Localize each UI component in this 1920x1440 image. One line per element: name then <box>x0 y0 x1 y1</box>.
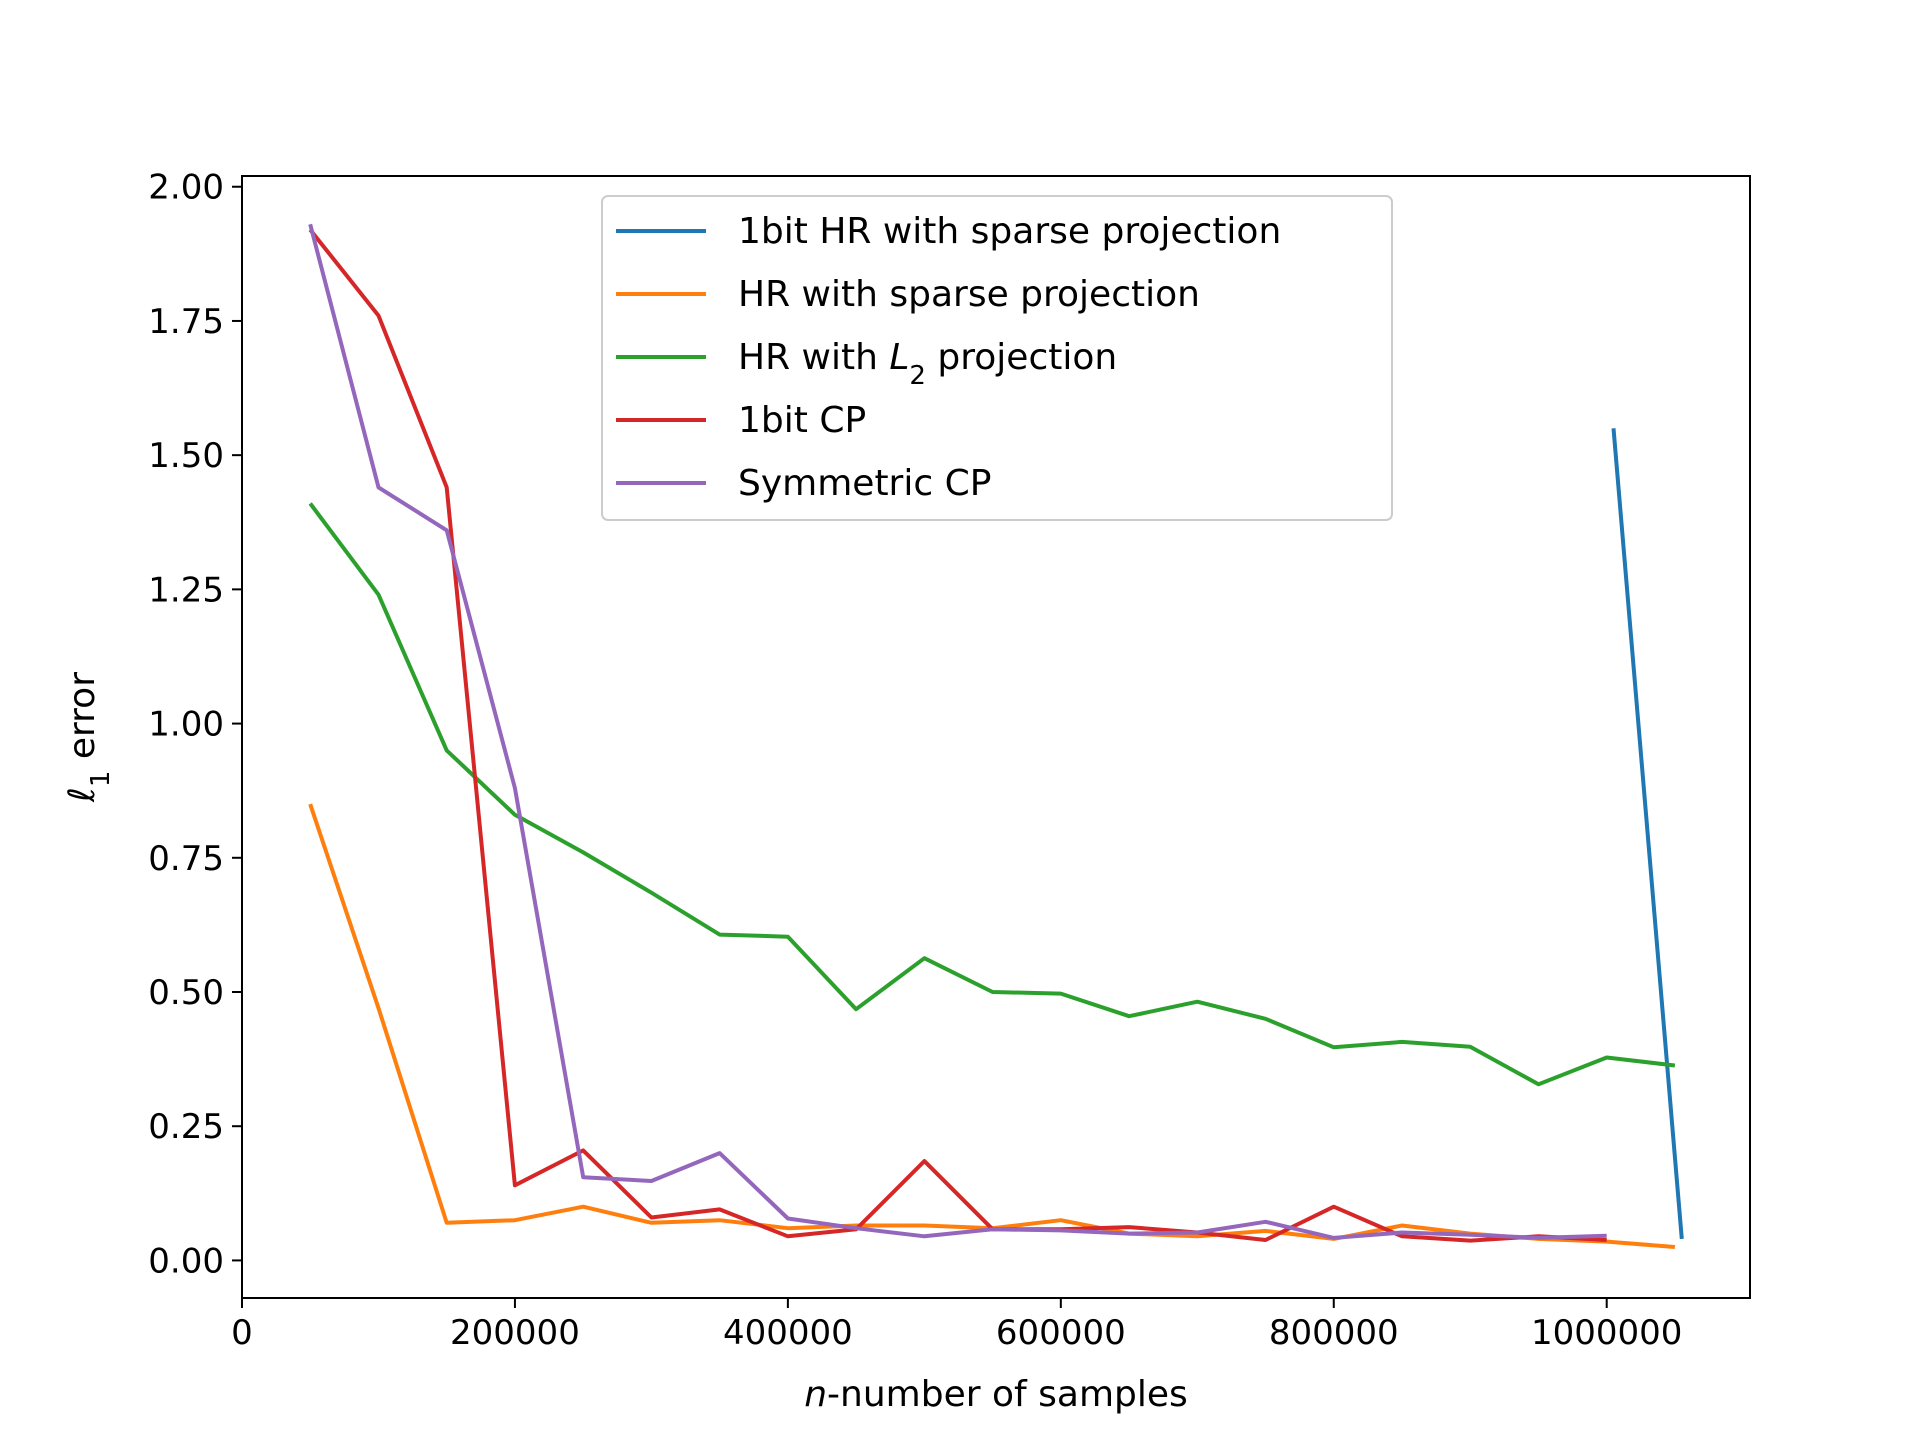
y-tick-label: 1.50 <box>148 436 224 476</box>
y-tick-label: 2.00 <box>148 168 224 208</box>
y-axis-label-text: error <box>62 672 103 771</box>
y-axis-label-sub: 1 <box>86 771 116 788</box>
y-tick-label: 0.50 <box>148 973 224 1013</box>
series-layer <box>308 223 1684 1249</box>
legend-label-hr-l2-var: L <box>889 337 909 378</box>
y-axis-label: ℓ1 error <box>62 672 116 803</box>
y-tick-label: 1.00 <box>148 705 224 745</box>
x-tick-label: 0 <box>231 1313 253 1353</box>
x-tick-label: 1000000 <box>1531 1313 1682 1353</box>
y-axis: 0.00 0.25 0.50 0.75 1.00 1.25 1.50 1.75 2.00 <box>148 168 242 1281</box>
y-axis-label-var: ℓ <box>62 787 103 803</box>
y-tick-label: 1.75 <box>148 302 224 342</box>
legend-label-1bit-hr-sparse: 1bit HR with sparse projection <box>738 211 1281 252</box>
series-line-2 <box>308 502 1676 1087</box>
x-axis-label-text: -number of samples <box>827 1374 1188 1415</box>
legend-label-hr-l2-sub: 2 <box>909 361 926 391</box>
x-tick-label: 800000 <box>1269 1313 1399 1353</box>
legend-label-hr-sparse: HR with sparse projection <box>738 274 1200 315</box>
x-axis-label-var: n <box>804 1374 827 1415</box>
legend-label-symmetric-cp: Symmetric CP <box>738 463 991 504</box>
legend-label-hr-l2: HR with L2 projection <box>738 337 1117 391</box>
y-tick-label: 0.25 <box>148 1107 224 1147</box>
series-line-4 <box>308 223 1607 1240</box>
plot-frame <box>241 175 1751 1299</box>
legend: 1bit HR with sparse projection HR with s… <box>601 195 1393 521</box>
x-axis: 0 200000 400000 600000 800000 1000000 <box>231 1298 1682 1353</box>
y-tick-label: 0.00 <box>148 1241 224 1281</box>
legend-label-1bit-cp: 1bit CP <box>738 400 866 441</box>
series-line-3 <box>308 228 1607 1243</box>
series-line-0 <box>1611 428 1684 1240</box>
x-tick-label: 200000 <box>450 1313 580 1353</box>
x-axis-label: n-number of samples <box>804 1374 1188 1415</box>
legend-label-hr-l2-prefix: HR with <box>738 337 889 378</box>
legend-label-hr-l2-rest: projection <box>926 337 1117 378</box>
legend-box <box>601 195 1393 521</box>
y-tick-label: 0.75 <box>148 839 224 879</box>
y-tick-label: 1.25 <box>148 570 224 610</box>
x-tick-label: 600000 <box>996 1313 1126 1353</box>
x-tick-label: 400000 <box>723 1313 853 1353</box>
